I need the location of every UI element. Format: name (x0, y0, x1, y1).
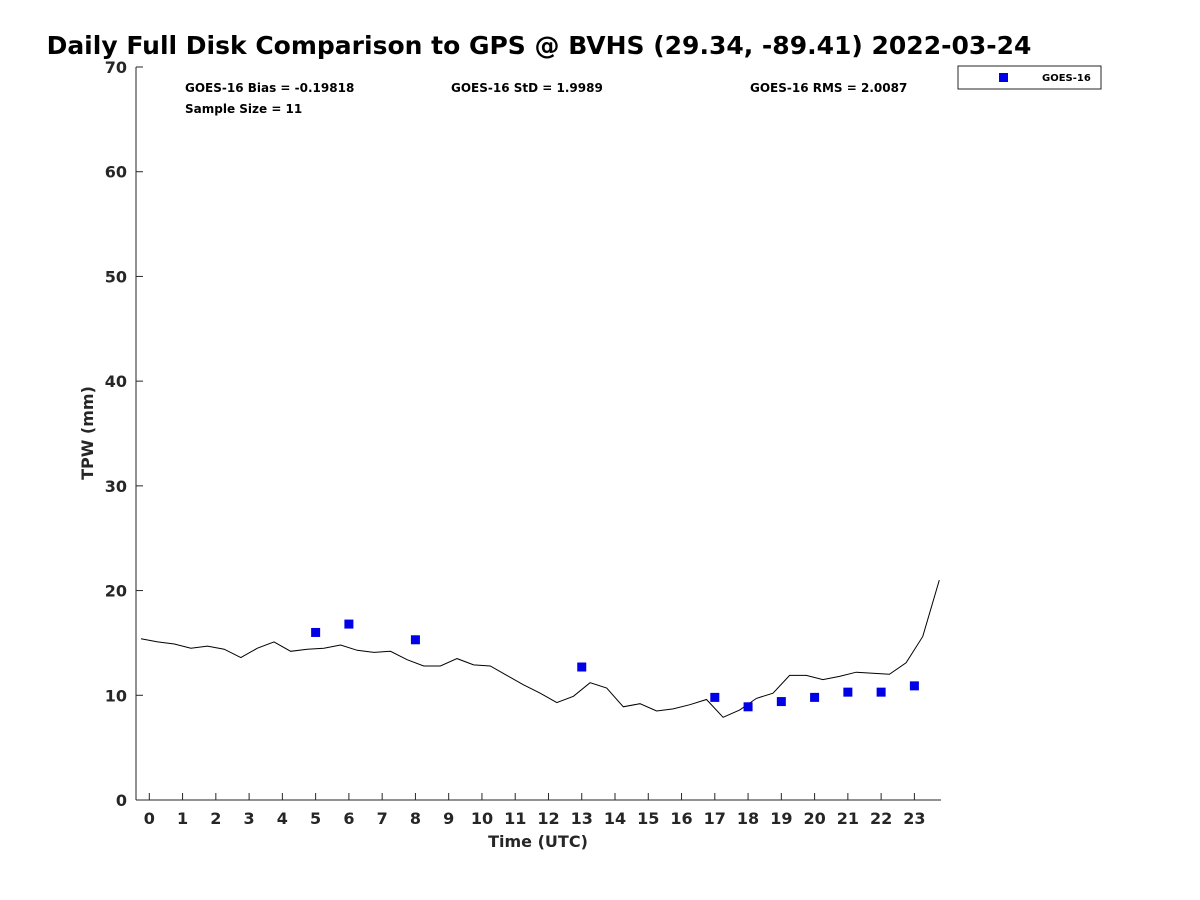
x-tick-label: 21 (837, 809, 859, 828)
legend: GOES-16 (957, 65, 1102, 90)
x-tick-label: 6 (343, 809, 354, 828)
x-tick-label: 12 (537, 809, 559, 828)
x-tick-label: 23 (903, 809, 925, 828)
y-axis-label: TPW (mm) (78, 386, 97, 480)
goes16-point (577, 662, 587, 672)
goes16-point (876, 687, 886, 697)
stat-std: GOES-16 StD = 1.9989 (451, 81, 603, 95)
stat-bias: GOES-16 Bias = -0.19818 (185, 81, 354, 95)
x-tick-label: 10 (471, 809, 493, 828)
goes16-point (909, 681, 919, 691)
x-tick-label: 9 (443, 809, 454, 828)
y-tick-label: 20 (105, 582, 127, 601)
goes16-point (410, 635, 420, 645)
y-tick-label: 30 (105, 477, 127, 496)
x-tick-label: 22 (870, 809, 892, 828)
chart-title: Daily Full Disk Comparison to GPS @ BVHS… (47, 31, 1032, 60)
x-tick-label: 19 (770, 809, 792, 828)
x-tick-label: 8 (410, 809, 421, 828)
x-tick-label: 4 (277, 809, 288, 828)
stat-rms: GOES-16 RMS = 2.0087 (750, 81, 907, 95)
legend-marker-goes16 (999, 73, 1008, 82)
goes16-point (743, 702, 753, 712)
x-tick-label: 16 (670, 809, 692, 828)
goes16-point (311, 627, 321, 637)
goes16-point (810, 692, 820, 702)
x-tick-label: 15 (637, 809, 659, 828)
legend-label-goes16: GOES-16 (1042, 73, 1091, 84)
y-tick-label: 10 (105, 686, 127, 705)
goes16-point (710, 692, 720, 702)
x-tick-label: 0 (144, 809, 155, 828)
legend-box (957, 65, 1102, 90)
y-tick-label: 60 (105, 163, 127, 182)
goes16-point (776, 697, 786, 707)
x-axis-label: Time (UTC) (488, 832, 588, 851)
series-layer (140, 579, 940, 718)
x-tick-label: 1 (177, 809, 188, 828)
x-tick-label: 5 (310, 809, 321, 828)
goes16-point (344, 619, 354, 629)
y-axis: 0 10 20 30 40 50 60 70 (105, 58, 143, 810)
x-tick-label: 11 (504, 809, 526, 828)
x-tick-label: 18 (737, 809, 759, 828)
y-tick-label: 70 (105, 58, 127, 77)
x-tick-label: 20 (803, 809, 825, 828)
gps-tpw-line (140, 579, 940, 718)
stat-sample-size: Sample Size = 11 (185, 102, 302, 116)
goes16-point (843, 687, 853, 697)
x-tick-label: 13 (571, 809, 593, 828)
x-tick-label: 17 (704, 809, 726, 828)
y-tick-label: 0 (116, 791, 127, 810)
x-axis: 0 1 2 3 4 5 6 7 8 9 10 11 12 13 14 15 16 17 18 19 20 21 22 23 (144, 793, 926, 828)
x-tick-label: 3 (244, 809, 255, 828)
y-tick-label: 50 (105, 267, 127, 286)
x-tick-label: 14 (604, 809, 626, 828)
x-tick-label: 2 (210, 809, 221, 828)
y-tick-label: 40 (105, 372, 127, 391)
x-tick-label: 7 (377, 809, 388, 828)
